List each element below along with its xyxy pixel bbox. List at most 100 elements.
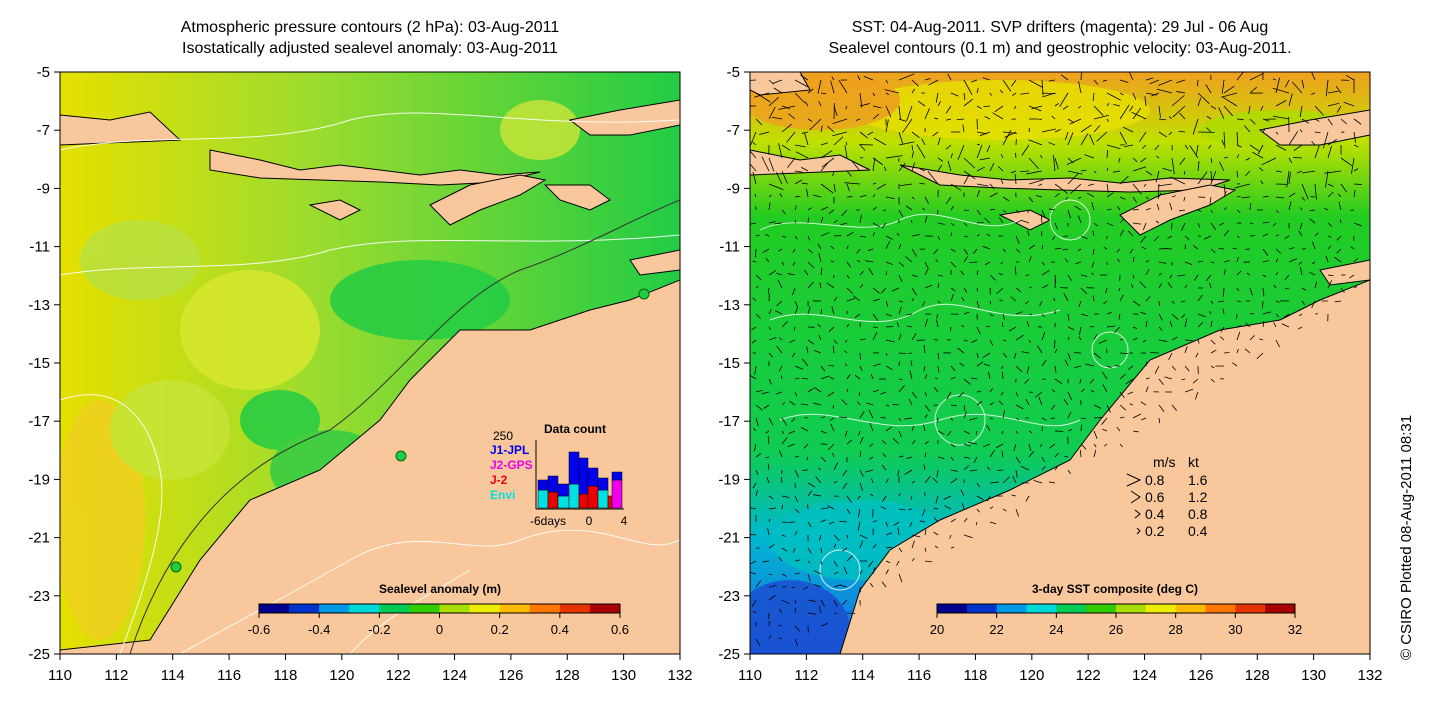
velocity-vector xyxy=(1001,430,1004,435)
velocity-vector xyxy=(1184,339,1193,341)
velocity-vector xyxy=(1028,391,1034,393)
velocity-vector xyxy=(820,142,829,146)
velocity-vector xyxy=(1158,118,1167,121)
velocity-vector xyxy=(820,125,823,133)
sla-contour xyxy=(129,199,680,654)
velocity-vector xyxy=(1026,365,1030,374)
velocity-vector xyxy=(1013,352,1017,359)
velocity-vector xyxy=(768,507,777,510)
velocity-vector xyxy=(1051,389,1056,393)
velocity-vector xyxy=(1353,257,1359,263)
velocity-vector xyxy=(1145,377,1150,380)
velocity-vector xyxy=(781,235,787,238)
velocity-vector xyxy=(989,339,994,346)
velocity-vector xyxy=(1171,313,1179,321)
velocity-vector xyxy=(1000,365,1004,370)
velocity-vector xyxy=(950,92,959,97)
velocity-vector xyxy=(972,248,978,255)
velocity-vector xyxy=(1015,365,1023,373)
velocity-vector xyxy=(1259,167,1264,172)
velocity-vector xyxy=(1080,72,1082,81)
velocity-vector xyxy=(801,182,809,185)
velocity-vector xyxy=(813,570,822,575)
velocity-vector xyxy=(794,144,806,148)
colorbar-swatch xyxy=(469,604,501,613)
velocity-vector xyxy=(828,326,835,333)
velocity-vector xyxy=(755,92,771,103)
x-tick-label: 130 xyxy=(1301,667,1326,684)
velocity-vector xyxy=(1092,230,1095,237)
velocity-vector xyxy=(1343,101,1355,107)
velocity-vector xyxy=(1048,141,1056,146)
velocity-vector xyxy=(791,586,796,589)
velocity-vector xyxy=(924,261,929,269)
velocity-vector xyxy=(754,365,757,375)
colorbar-swatch xyxy=(937,604,968,613)
colorbar-tick-label: 24 xyxy=(1049,622,1063,637)
velocity-vector xyxy=(924,475,931,484)
colorbar-swatch xyxy=(1056,604,1087,613)
colorbar-tick-label: -0.6 xyxy=(248,622,270,637)
velocity-vector xyxy=(857,401,861,406)
velocity-vector xyxy=(924,284,933,289)
velocity-vector xyxy=(1039,300,1043,307)
velocity-vector xyxy=(1196,144,1199,155)
velocity-vector xyxy=(963,534,973,539)
velocity-vector xyxy=(1132,157,1138,163)
velocity-vector xyxy=(1038,118,1043,121)
velocity-vector xyxy=(778,143,783,159)
velocity-vector xyxy=(750,150,757,159)
velocity-vector xyxy=(813,194,822,198)
velocity-vector xyxy=(885,404,890,407)
velocity-vector xyxy=(1106,167,1109,172)
velocity-vector xyxy=(868,560,874,568)
velocity-vector xyxy=(1092,248,1095,256)
velocity-vector xyxy=(1311,261,1316,265)
velocity-vector xyxy=(986,424,991,432)
y-tick-label: -17 xyxy=(718,413,740,430)
velocity-vector xyxy=(1327,235,1332,238)
velocity-vector xyxy=(1301,183,1309,200)
velocity-vector xyxy=(776,171,783,185)
velocity-vector xyxy=(911,557,915,562)
velocity-vector xyxy=(1171,365,1177,371)
velocity-vector xyxy=(762,248,770,254)
velocity-vector xyxy=(885,119,889,133)
velocity-vector xyxy=(866,402,874,406)
velocity-vector xyxy=(1334,256,1342,263)
velocity-vector xyxy=(911,234,921,237)
velocity-vector xyxy=(1040,231,1043,237)
velocity-vector xyxy=(768,378,772,385)
velocity-vector xyxy=(820,375,830,380)
velocity-vector xyxy=(1197,79,1199,87)
velocity-vector xyxy=(1008,326,1017,332)
velocity-vector xyxy=(1000,153,1004,159)
velocity-vector xyxy=(1252,151,1264,159)
velocity-vector xyxy=(896,232,900,237)
y-tick-label: -13 xyxy=(718,297,740,314)
velocity-vector xyxy=(781,477,783,484)
velocity-vector xyxy=(1168,116,1173,120)
velocity-vector xyxy=(950,456,954,461)
velocity-vector xyxy=(1262,128,1266,133)
left-axes: -5 -7 -9 -11 -13 -15 -17 -19 -21 -23 -25 110 112 114 1… xyxy=(28,64,692,684)
velocity-vector xyxy=(1275,131,1279,135)
velocity-vector xyxy=(950,183,962,191)
velocity-vector xyxy=(792,248,796,253)
velocity-vector xyxy=(1067,336,1070,341)
x-tick-label: 120 xyxy=(1019,667,1044,684)
legend-j-2: J-2 xyxy=(490,473,508,487)
velocity-vector xyxy=(827,391,835,397)
velocity-vector xyxy=(1208,144,1212,149)
velocity-vector xyxy=(968,442,978,445)
velocity-vector xyxy=(1168,131,1173,136)
x-tick-label: 128 xyxy=(555,667,580,684)
velocity-vector xyxy=(963,170,976,180)
velocity-vector xyxy=(751,326,757,331)
velocity-vector xyxy=(986,466,991,471)
colorbar-swatch xyxy=(259,604,290,613)
velocity-vector xyxy=(1283,313,1290,319)
velocity-vector xyxy=(1118,157,1121,163)
velocity-vector xyxy=(776,272,783,276)
velocity-vector xyxy=(1158,378,1164,385)
